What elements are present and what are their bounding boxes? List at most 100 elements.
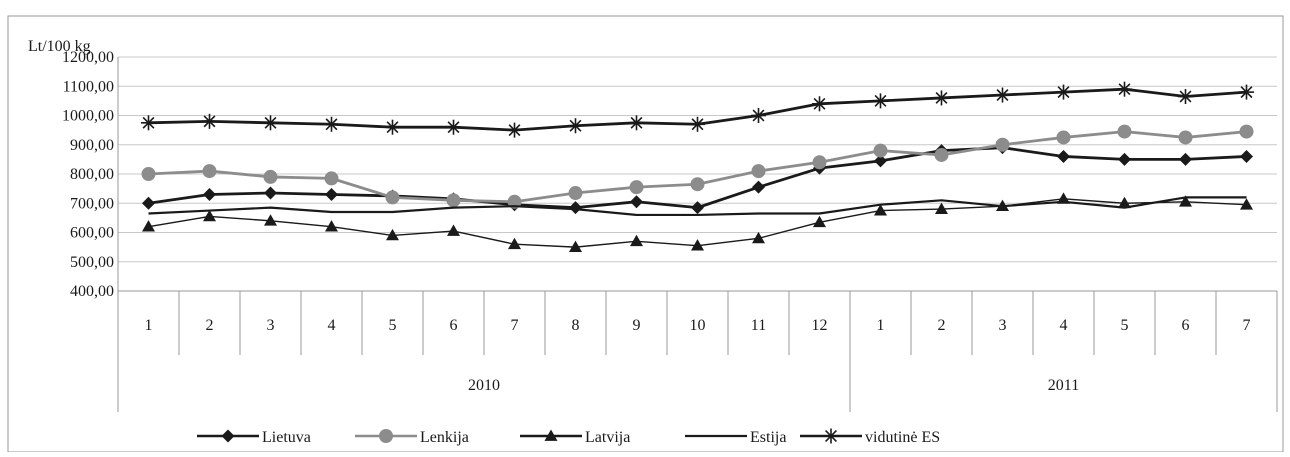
data-point — [629, 180, 644, 195]
y-tick-label: 1200,00 — [62, 49, 114, 66]
x-tick-label: 4 — [1060, 317, 1068, 334]
data-point — [202, 164, 217, 179]
x-tick-label: 6 — [450, 317, 458, 334]
data-point — [203, 209, 216, 222]
legend-label: vidutinė ES — [865, 429, 940, 446]
year-label: 2010 — [468, 377, 500, 394]
x-tick-label: 2 — [938, 317, 946, 334]
data-point — [385, 190, 400, 205]
data-point — [995, 87, 1010, 103]
data-point — [1178, 130, 1193, 145]
y-axis: 400,00 500,00 600,00 700,00 800,00 900,00 1000… — [62, 49, 119, 300]
data-point — [751, 164, 766, 179]
legend-item: Estija — [685, 429, 786, 446]
data-point — [1057, 149, 1070, 163]
data-point — [1056, 130, 1071, 145]
legend-label: Estija — [750, 429, 786, 446]
x-tick-label: 11 — [751, 317, 766, 334]
legend: Lietuva Lenkija Latvija Estija vidutinė ES — [197, 428, 940, 446]
data-point — [630, 234, 643, 247]
data-point — [1179, 195, 1192, 207]
data-point — [508, 237, 521, 250]
legend-marker — [544, 429, 558, 441]
data-point — [1118, 152, 1131, 166]
data-point — [325, 187, 338, 201]
data-point — [1240, 149, 1253, 163]
data-point — [263, 169, 278, 184]
data-point — [873, 93, 888, 109]
data-point — [141, 167, 156, 181]
series-latvija — [142, 192, 1253, 252]
x-tick-label: 9 — [633, 317, 641, 334]
x-tick-label: 3 — [999, 317, 1007, 334]
data-point — [934, 147, 949, 162]
data-point — [873, 143, 888, 158]
series-lenkija — [141, 124, 1254, 209]
y-tick-label: 800,00 — [70, 166, 114, 183]
data-point — [1179, 152, 1192, 166]
y-tick-label: 400,00 — [70, 283, 114, 300]
data-point — [1239, 124, 1254, 139]
y-tick-label: 1000,00 — [62, 108, 114, 125]
data-point — [568, 186, 583, 201]
data-point — [264, 186, 277, 200]
data-point — [935, 202, 948, 214]
data-point — [324, 171, 339, 186]
series-estija — [148, 196, 1247, 217]
x-tick-label: 3 — [267, 317, 275, 334]
legend-item: Lietuva — [197, 429, 311, 446]
data-point — [568, 118, 583, 134]
data-point — [874, 154, 887, 168]
data-point — [325, 220, 338, 232]
legend-label: Lietuva — [262, 429, 311, 446]
series-line — [148, 196, 1247, 217]
x-tick-label: 1 — [145, 317, 153, 334]
data-point — [995, 137, 1010, 152]
legend-marker — [823, 428, 839, 444]
data-point — [1057, 192, 1070, 204]
data-point — [934, 90, 949, 106]
data-point — [1117, 81, 1132, 97]
data-point — [446, 193, 461, 208]
data-point — [447, 224, 460, 236]
y-tick-label: 1100,00 — [63, 78, 114, 95]
legend-label: Lenkija — [420, 429, 469, 446]
data-point — [812, 155, 827, 170]
data-point — [1239, 84, 1254, 100]
data-point — [690, 116, 705, 132]
legend-marker — [379, 429, 393, 443]
year-label: 2011 — [1048, 377, 1079, 394]
data-point — [202, 113, 217, 129]
data-point — [264, 214, 277, 226]
data-point — [1240, 198, 1253, 210]
data-point — [446, 119, 461, 135]
legend-label: Latvija — [585, 429, 630, 446]
data-point — [1117, 124, 1132, 139]
data-point — [386, 228, 399, 241]
data-point — [1056, 84, 1071, 100]
data-point — [324, 116, 339, 132]
x-tick-label: 8 — [572, 317, 580, 334]
x-tick-label: 2 — [206, 317, 214, 334]
x-tick-label: 6 — [1182, 317, 1190, 334]
data-point — [507, 122, 522, 138]
data-point — [142, 196, 155, 210]
data-point — [691, 239, 704, 251]
data-point — [142, 220, 155, 232]
legend-marker — [221, 429, 235, 443]
data-point — [752, 231, 765, 244]
x-tick-label: 4 — [328, 317, 336, 334]
data-point — [263, 115, 278, 131]
x-tick-label: 5 — [1121, 317, 1129, 334]
x-tick-label: 12 — [812, 317, 828, 334]
data-point — [1118, 196, 1131, 209]
series-lines — [141, 81, 1254, 252]
data-point — [812, 96, 827, 112]
legend-item: Lenkija — [355, 429, 469, 446]
series-vidutinė-es — [141, 81, 1254, 138]
data-point — [874, 204, 887, 216]
